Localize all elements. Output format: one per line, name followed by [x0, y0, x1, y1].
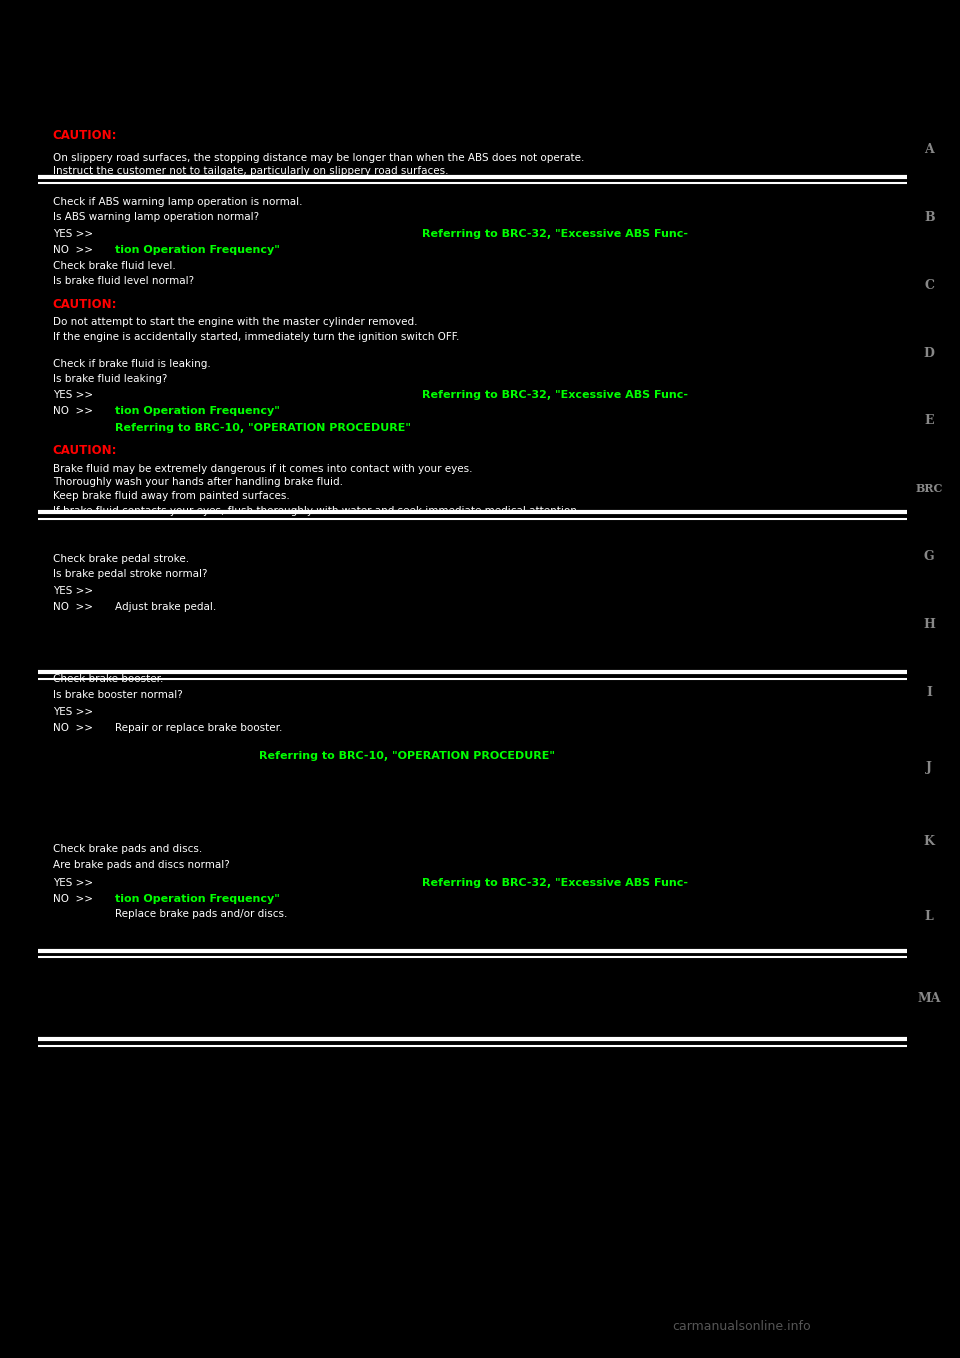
Text: MA: MA: [918, 991, 941, 1005]
Text: tion Operation Frequency": tion Operation Frequency": [115, 406, 280, 417]
Text: Are brake pads and discs normal?: Are brake pads and discs normal?: [53, 860, 229, 870]
Text: Referring to BRC-10, "OPERATION PROCEDURE": Referring to BRC-10, "OPERATION PROCEDUR…: [115, 422, 411, 433]
Text: H: H: [924, 618, 935, 631]
Text: Brake fluid may be extremely dangerous if it comes into contact with your eyes.: Brake fluid may be extremely dangerous i…: [53, 463, 472, 474]
Text: Check brake pads and discs.: Check brake pads and discs.: [53, 843, 202, 854]
Text: E: E: [924, 414, 934, 428]
Text: Repair or replace brake booster.: Repair or replace brake booster.: [115, 722, 282, 733]
Text: Adjust brake pedal.: Adjust brake pedal.: [115, 602, 216, 612]
Text: Referring to BRC-32, "Excessive ABS Func-: Referring to BRC-32, "Excessive ABS Func…: [422, 228, 688, 239]
Text: B: B: [924, 210, 935, 224]
Text: NO  >>: NO >>: [53, 244, 93, 255]
Text: NO  >>: NO >>: [53, 406, 93, 417]
Text: Is brake booster normal?: Is brake booster normal?: [53, 690, 182, 701]
Text: YES >>: YES >>: [53, 228, 93, 239]
Text: YES >>: YES >>: [53, 706, 93, 717]
Text: Referring to BRC-32, "Excessive ABS Func-: Referring to BRC-32, "Excessive ABS Func…: [422, 390, 688, 401]
Text: Is brake fluid level normal?: Is brake fluid level normal?: [53, 276, 194, 287]
Text: Do not attempt to start the engine with the master cylinder removed.: Do not attempt to start the engine with …: [53, 316, 418, 327]
Text: carmanualsonline.info: carmanualsonline.info: [672, 1320, 810, 1334]
Text: D: D: [924, 346, 935, 360]
Text: G: G: [924, 550, 935, 564]
Text: C: C: [924, 278, 934, 292]
Text: YES >>: YES >>: [53, 390, 93, 401]
Text: tion Operation Frequency": tion Operation Frequency": [115, 894, 280, 904]
Text: BRC: BRC: [916, 483, 943, 494]
Text: CAUTION:: CAUTION:: [53, 297, 117, 311]
Text: K: K: [924, 835, 935, 849]
Text: Thoroughly wash your hands after handling brake fluid.: Thoroughly wash your hands after handlin…: [53, 477, 343, 488]
Text: Check if ABS warning lamp operation is normal.: Check if ABS warning lamp operation is n…: [53, 197, 302, 208]
Text: CAUTION:: CAUTION:: [53, 129, 117, 143]
Text: tion Operation Frequency": tion Operation Frequency": [115, 244, 280, 255]
Text: Is ABS warning lamp operation normal?: Is ABS warning lamp operation normal?: [53, 212, 259, 223]
Text: Instruct the customer not to tailgate, particularly on slippery road surfaces.: Instruct the customer not to tailgate, p…: [53, 166, 448, 177]
Text: Referring to BRC-32, "Excessive ABS Func-: Referring to BRC-32, "Excessive ABS Func…: [422, 877, 688, 888]
Text: If the engine is accidentally started, immediately turn the ignition switch OFF.: If the engine is accidentally started, i…: [53, 331, 459, 342]
Text: I: I: [926, 686, 932, 699]
Text: Is brake pedal stroke normal?: Is brake pedal stroke normal?: [53, 569, 207, 580]
Text: If brake fluid contacts your eyes, flush thoroughly with water and seek immediat: If brake fluid contacts your eyes, flush…: [53, 505, 580, 516]
Text: Check brake booster.: Check brake booster.: [53, 674, 163, 684]
Text: YES >>: YES >>: [53, 585, 93, 596]
Text: J: J: [926, 760, 932, 774]
Text: YES >>: YES >>: [53, 877, 93, 888]
Text: Is brake fluid leaking?: Is brake fluid leaking?: [53, 373, 167, 384]
Text: NO  >>: NO >>: [53, 602, 93, 612]
Text: A: A: [924, 143, 934, 156]
Text: Check if brake fluid is leaking.: Check if brake fluid is leaking.: [53, 359, 210, 369]
Text: NO  >>: NO >>: [53, 894, 93, 904]
Text: Keep brake fluid away from painted surfaces.: Keep brake fluid away from painted surfa…: [53, 490, 290, 501]
Text: On slippery road surfaces, the stopping distance may be longer than when the ABS: On slippery road surfaces, the stopping …: [53, 152, 585, 163]
Text: NO  >>: NO >>: [53, 722, 93, 733]
Text: L: L: [924, 910, 934, 923]
Text: Check brake pedal stroke.: Check brake pedal stroke.: [53, 554, 189, 565]
Text: CAUTION:: CAUTION:: [53, 444, 117, 458]
Text: Replace brake pads and/or discs.: Replace brake pads and/or discs.: [115, 909, 288, 919]
Text: Referring to BRC-10, "OPERATION PROCEDURE": Referring to BRC-10, "OPERATION PROCEDUR…: [259, 751, 555, 762]
Text: Check brake fluid level.: Check brake fluid level.: [53, 261, 176, 272]
